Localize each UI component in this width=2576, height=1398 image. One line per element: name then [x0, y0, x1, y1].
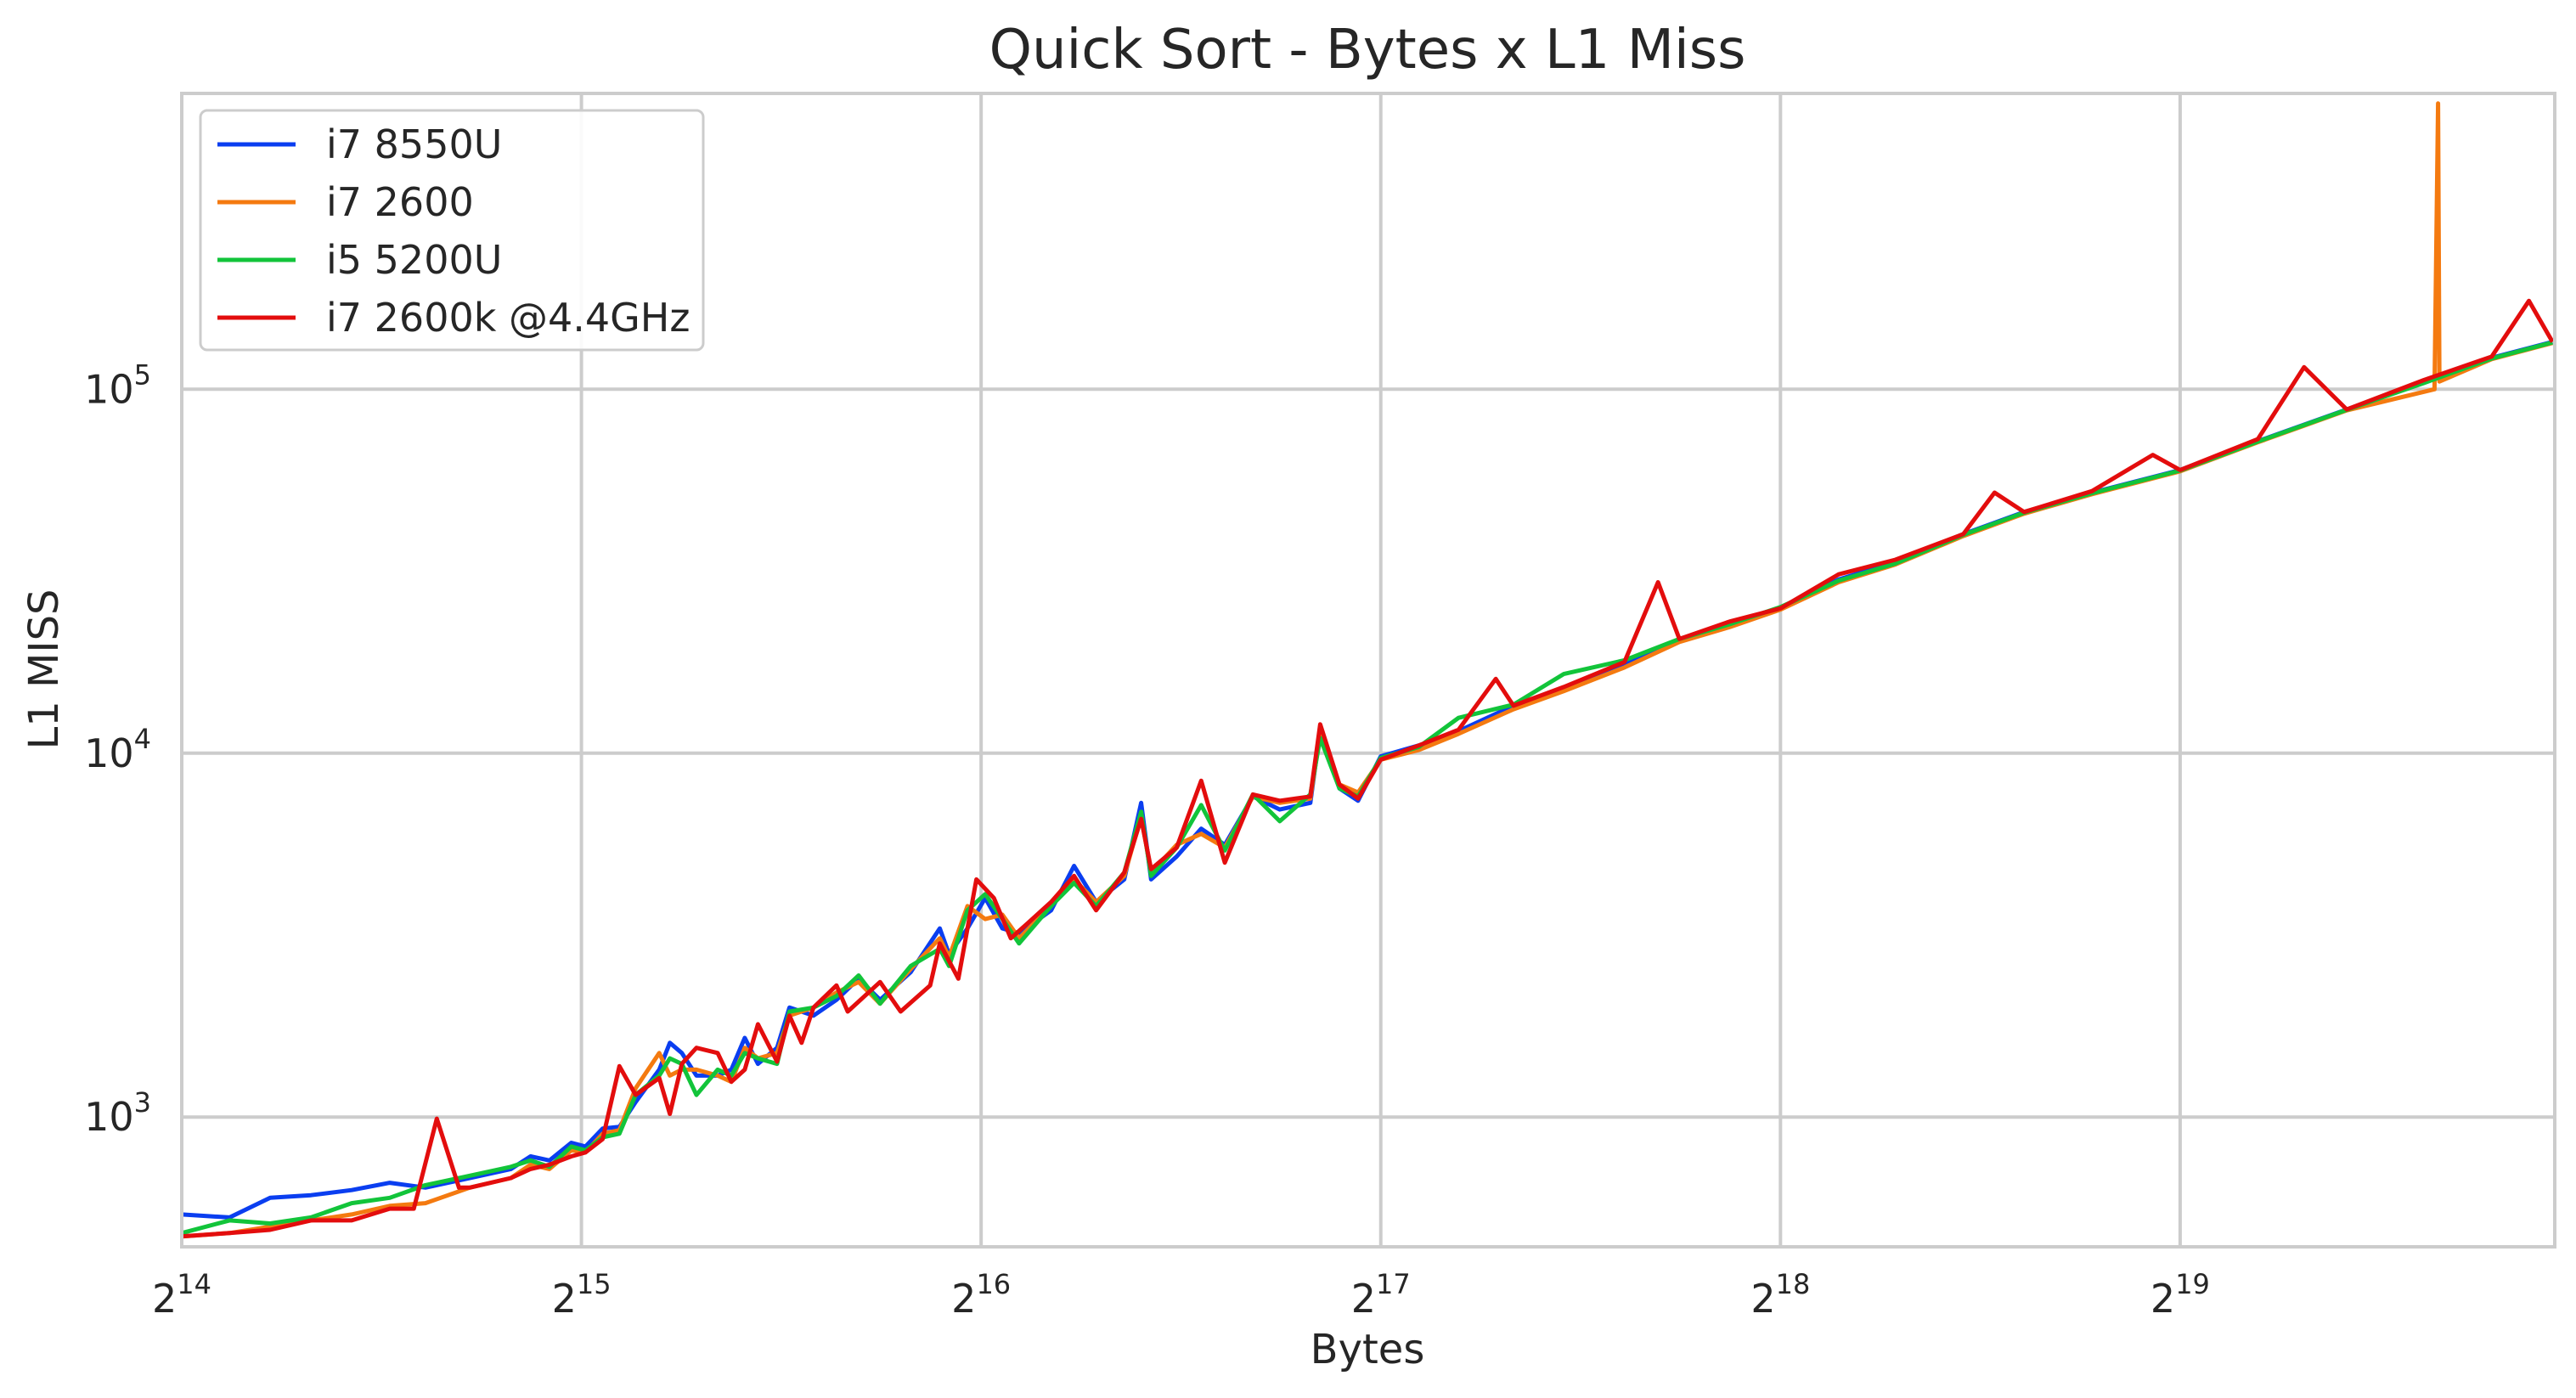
x-tick-label: 219 — [2150, 1268, 2210, 1322]
y-tick-labels: 103 104 105 — [84, 358, 151, 1140]
x-tick-label: 214 — [152, 1268, 211, 1322]
legend-box — [199, 109, 705, 352]
y-axis-label: L1 MISS — [20, 589, 68, 749]
legend: i7 8550U i7 2600 i5 5200U i7 2600k @4.4GHz — [199, 109, 705, 352]
x-tick-label: 217 — [1351, 1268, 1411, 1322]
x-tick-label: 215 — [552, 1268, 612, 1322]
plot-frame — [180, 92, 2556, 1249]
legend-label: i7 8550U — [326, 121, 502, 167]
legend-label: i7 2600k @4.4GHz — [326, 295, 691, 341]
x-tick-label: 216 — [951, 1268, 1011, 1322]
series-line — [181, 298, 2555, 1239]
x-tick-labels: 214 215 216 217 218 219 — [152, 1268, 2210, 1322]
series-lines — [181, 101, 2555, 1239]
y-tick-label: 103 — [84, 1086, 151, 1140]
legend-label: i7 2600 — [326, 179, 474, 225]
grid-lines — [180, 93, 2555, 1247]
x-tick-label: 218 — [1750, 1268, 1810, 1322]
x-axis-label: Bytes — [1311, 1326, 1425, 1373]
y-tick-label: 104 — [84, 723, 151, 776]
y-tick-label: 105 — [84, 358, 151, 412]
legend-label: i5 5200U — [326, 237, 502, 283]
chart-title: Quick Sort - Bytes x L1 Miss — [989, 19, 1746, 82]
